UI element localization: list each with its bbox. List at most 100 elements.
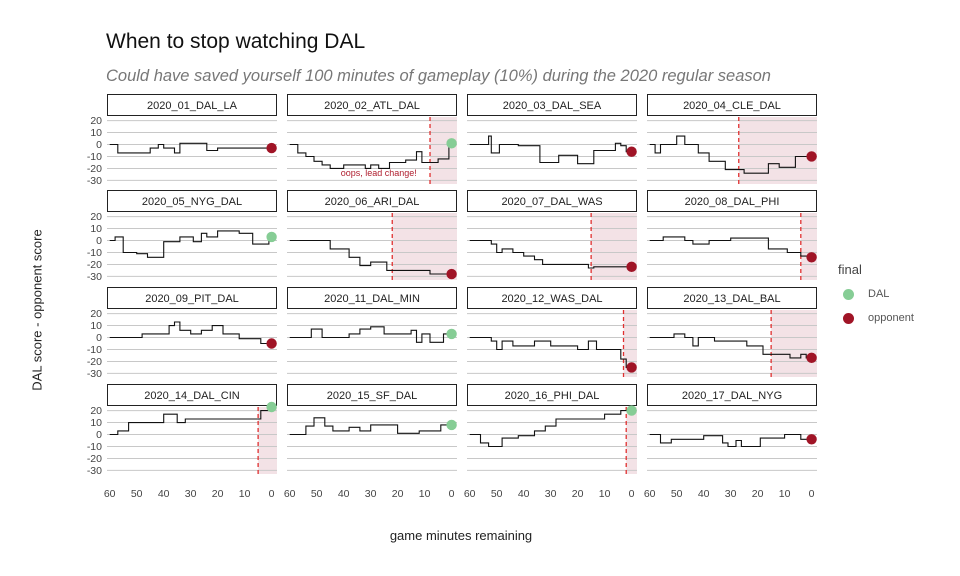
y-tick-label: 20 [90,308,102,320]
facet-panel: 2020_14_DAL_CIN [107,384,277,474]
y-tick-label: -10 [87,344,102,356]
score-line [649,236,812,258]
facet-strip-label: 2020_06_ARI_DAL [325,196,420,208]
x-tick-label: 20 [752,488,764,500]
facet-panel: 2020_01_DAL_LA [107,94,277,181]
score-line [469,410,632,448]
y-tick-label: -30 [87,271,102,283]
facet-strip [647,94,817,116]
facet-panel: 2020_08_DAL_PHI [647,190,817,280]
x-tick-label: 30 [545,488,557,500]
facet-panel: 2020_13_DAL_BAL [647,287,817,377]
facet-strip-label: 2020_05_NYG_DAL [142,196,242,208]
score-line [469,239,632,269]
facet-panel: 2020_07_DAL_WAS [467,190,637,280]
facet-panel: 2020_11_DAL_MIN [287,287,457,374]
x-tick-label: 40 [158,488,170,500]
facet-panel: 2020_16_PHI_DAL [467,384,637,474]
x-tick-label: 30 [365,488,377,500]
x-tick-label: 0 [449,488,455,500]
cutoff-shade [771,310,817,377]
x-axis-label: game minutes remaining [389,528,533,543]
facet-panel: 2020_17_DAL_NYG [647,384,817,471]
score-line [469,336,632,368]
y-tick-label: 10 [90,127,102,139]
x-tick-label: 10 [599,488,611,500]
x-tick-label: 40 [338,488,350,500]
legend-swatch-dal [843,289,854,300]
cutoff-shade [258,407,277,474]
final-score-point [806,434,817,445]
y-tick-label: 20 [90,211,102,223]
cutoff-shade [738,117,817,184]
chart-subtitle: Could have saved yourself 100 minutes of… [106,67,771,85]
final-score-point [626,405,637,416]
legend-label-dal: DAL [868,288,890,300]
y-tick-label: 0 [96,235,102,247]
facet-strip-label: 2020_11_DAL_MIN [324,293,420,305]
score-line [109,142,272,154]
facet-panel: 2020_03_DAL_SEA [467,94,637,181]
final-score-point [626,146,637,157]
x-tick-label: 60 [464,488,476,500]
y-tick-label: -30 [87,368,102,380]
facet-strip [467,190,637,212]
y-tick-label: -10 [87,151,102,163]
facet-panel: 2020_15_SF_DAL [287,384,457,471]
score-line [649,333,812,359]
x-tick-label: 50 [131,488,143,500]
y-tick-label: 0 [96,139,102,151]
facet-strip [107,384,277,406]
x-tick-label: 10 [779,488,791,500]
score-line [289,142,452,169]
facet-panel: 2020_02_ATL_DAL oops, lead change! [287,94,457,184]
facet-strip [107,94,277,116]
y-tick-label: 10 [90,320,102,332]
facet-strip [467,94,637,116]
facet-strip [467,287,637,309]
final-score-point [446,138,457,149]
facet-strip [647,287,817,309]
x-tick-label: 10 [239,488,251,500]
score-line [649,433,812,448]
final-score-point [266,338,277,349]
facet-strip-label: 2020_15_SF_DAL [327,390,418,402]
facet-panel: 2020_05_NYG_DAL [107,190,277,277]
annotation-text: oops, lead change! [341,168,417,178]
y-tick-label: -20 [87,259,102,271]
final-score-point [446,328,457,340]
facet-strip [287,94,457,116]
legend-swatch-opponent [843,313,854,324]
cutoff-shade [623,310,637,377]
score-line [109,406,272,436]
final-score-point [446,419,457,431]
facet-strip-label: 2020_17_DAL_NYG [682,390,782,402]
x-tick-label: 50 [671,488,683,500]
facet-strip [287,287,457,309]
facet-strip-label: 2020_07_DAL_WAS [501,196,602,208]
facet-strip-label: 2020_14_DAL_CIN [144,390,239,402]
cutoff-shade [800,213,817,280]
y-tick-label: -20 [87,356,102,368]
chart-title: When to stop watching DAL [106,30,366,53]
x-tick-label: 50 [491,488,503,500]
x-tick-label: 50 [311,488,323,500]
facet-strip-label: 2020_04_CLE_DAL [683,100,781,112]
score-line [289,239,452,275]
cutoff-shade [430,117,457,184]
cutoff-shade [392,213,457,280]
facet-strip-label: 2020_08_DAL_PHI [685,196,780,208]
x-tick-label: 0 [629,488,635,500]
facet-panel: 2020_04_CLE_DAL [647,94,817,184]
final-score-point [266,401,277,413]
facet-strip-label: 2020_16_PHI_DAL [505,390,600,402]
y-tick-label: 20 [90,405,102,417]
facet-strip [107,287,277,309]
x-tick-label: 60 [284,488,296,500]
score-line [649,135,812,174]
y-tick-label: 0 [96,429,102,441]
cutoff-shade [626,407,637,474]
x-tick-label: 20 [392,488,404,500]
